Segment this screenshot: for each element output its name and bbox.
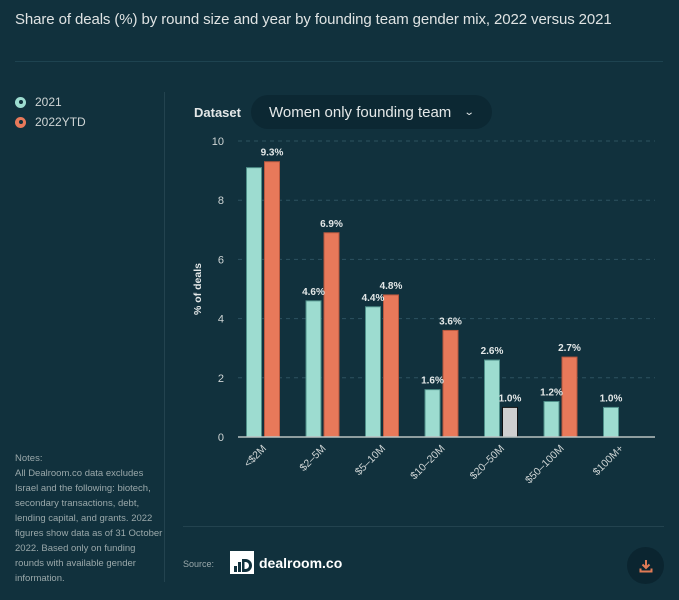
- bar-data-label: 6.9%: [320, 219, 343, 230]
- legend-dot-icon: [15, 96, 26, 108]
- bar-2022ytd-1[interactable]: [323, 232, 340, 438]
- bar-2022ytd-3[interactable]: [442, 329, 459, 438]
- bar-2021-6[interactable]: [603, 406, 619, 438]
- x-tick-label: $10–20M: [408, 443, 447, 482]
- bar-2021-0[interactable]: [246, 167, 262, 438]
- bar-data-label: 4.8%: [380, 281, 403, 292]
- x-axis-ticks: <$2M $2–5M $5–10M $10–20M $20–50M $50–100M $10…: [242, 443, 626, 487]
- bar-data-label: 1.2%: [540, 387, 563, 398]
- legend-item-2022ytd[interactable]: 2022YTD: [15, 112, 86, 132]
- bar-2022ytd-4[interactable]: [502, 406, 518, 438]
- y-axis-label: % of deals: [192, 263, 204, 315]
- notes-heading: Notes:: [15, 453, 43, 464]
- y-tick-label: 10: [212, 136, 224, 148]
- bar-data-label: 9.3%: [261, 148, 284, 159]
- bar-data-label: 3.6%: [439, 316, 462, 327]
- x-tick-label: $2–5M: [297, 443, 328, 474]
- bar-2021-2[interactable]: [365, 306, 381, 438]
- y-tick-label: 2: [218, 373, 224, 385]
- download-button[interactable]: [627, 547, 664, 584]
- source-label: Source:: [183, 559, 215, 569]
- title-divider: [15, 61, 663, 62]
- bar-data-label: 4.6%: [302, 287, 325, 298]
- x-tick-label: $20–50M: [468, 443, 507, 482]
- dataset-label: Dataset: [194, 104, 241, 120]
- notes-body: All Dealroom.co data excludes Israel and…: [15, 468, 163, 584]
- x-tick-label: $50–100M: [523, 443, 567, 487]
- bar-chart: 0 2 4 6 8 10 % of deals 9.3% 4.6% 6.9% 4.4%4.8% 1…: [192, 136, 655, 487]
- footer-divider: [183, 526, 664, 527]
- bar-labels: 9.3% 4.6% 6.9% 4.4%4.8% 1.6% 3.6% 2.6% 1.0% 1.2%…: [261, 148, 623, 405]
- dataset-control: Dataset Women only founding team ⌄: [194, 95, 492, 129]
- bar-data-label: 2.6%: [481, 346, 504, 357]
- legend-label: 2022YTD: [35, 115, 86, 129]
- bar-data-label: 1.0%: [600, 393, 623, 404]
- y-axis-ticks: 0 2 4 6 8 10: [212, 136, 224, 444]
- chevron-down-icon: ⌄: [464, 106, 475, 118]
- y-tick-label: 8: [218, 195, 224, 207]
- x-tick-label: $5–10M: [353, 443, 388, 478]
- bar-2022ytd-5[interactable]: [561, 356, 578, 438]
- bar-data-label: 1.6%: [421, 376, 444, 387]
- chart-title: Share of deals (%) by round size and yea…: [15, 11, 612, 28]
- bar-data-label: 1.0%: [499, 393, 522, 404]
- dataset-selected-value: Women only founding team: [268, 103, 452, 121]
- bar-2022ytd-0[interactable]: [264, 161, 280, 438]
- sidebar-divider: [164, 92, 165, 582]
- bar-2021-3[interactable]: [424, 389, 441, 438]
- legend: 2021 2022YTD: [15, 92, 86, 132]
- x-tick-label: $100M+: [591, 443, 627, 479]
- dealroom-logo-icon: [230, 551, 254, 574]
- brand-name: dealroom.co: [259, 554, 343, 571]
- legend-dot-icon: [15, 116, 26, 128]
- y-tick-label: 6: [218, 254, 224, 266]
- notes: Notes: All Dealroom.co data excludes Isr…: [15, 451, 165, 586]
- dealroom-logo[interactable]: dealroom.co: [230, 551, 342, 574]
- bar-data-label: 4.4%: [362, 293, 385, 304]
- legend-item-2021[interactable]: 2021: [15, 92, 86, 112]
- bar-2021-1[interactable]: [305, 300, 322, 438]
- bar-2021-5[interactable]: [543, 400, 560, 438]
- x-tick-label: <$2M: [242, 443, 269, 470]
- legend-label: 2021: [35, 95, 62, 109]
- bar-2022ytd-2[interactable]: [383, 294, 399, 438]
- y-tick-label: 0: [218, 432, 224, 444]
- bar-data-label: 2.7%: [558, 343, 581, 354]
- bar-2021-4[interactable]: [484, 359, 500, 438]
- download-icon: [639, 559, 652, 572]
- y-tick-label: 4: [218, 314, 224, 326]
- dataset-dropdown[interactable]: Women only founding team ⌄: [250, 95, 492, 129]
